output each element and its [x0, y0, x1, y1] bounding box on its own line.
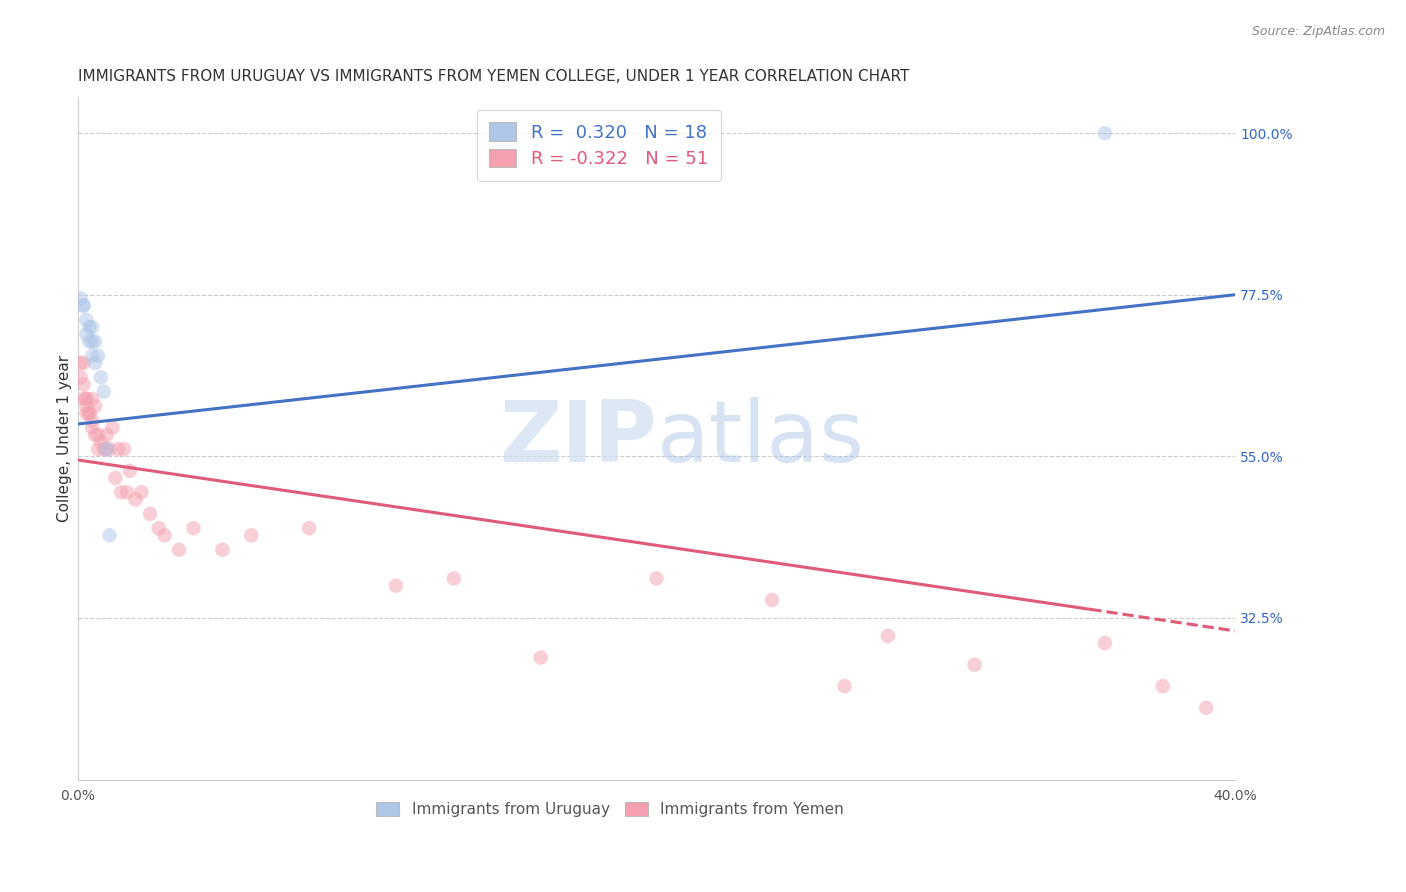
Point	[211, 542, 233, 557]
Point	[98, 442, 121, 457]
Point	[110, 485, 132, 500]
Point	[131, 485, 153, 500]
Point	[530, 650, 553, 665]
Point	[1094, 636, 1116, 650]
Point	[75, 313, 97, 327]
Point	[82, 334, 104, 349]
Point	[93, 442, 115, 457]
Point	[72, 356, 94, 370]
Point	[84, 427, 107, 442]
Legend: Immigrants from Uruguay, Immigrants from Yemen: Immigrants from Uruguay, Immigrants from…	[370, 796, 849, 823]
Point	[82, 420, 104, 434]
Text: ZIP: ZIP	[499, 397, 657, 480]
Point	[69, 356, 91, 370]
Point	[84, 356, 107, 370]
Point	[84, 334, 107, 349]
Point	[104, 471, 127, 485]
Point	[443, 572, 465, 586]
Point	[112, 442, 135, 457]
Point	[75, 399, 97, 413]
Point	[82, 413, 104, 427]
Point	[115, 485, 138, 500]
Point	[96, 442, 118, 457]
Point	[96, 442, 118, 457]
Point	[1094, 126, 1116, 140]
Point	[87, 442, 110, 457]
Point	[72, 298, 94, 312]
Point	[87, 349, 110, 363]
Point	[72, 392, 94, 406]
Point	[153, 528, 176, 542]
Text: IMMIGRANTS FROM URUGUAY VS IMMIGRANTS FROM YEMEN COLLEGE, UNDER 1 YEAR CORRELATI: IMMIGRANTS FROM URUGUAY VS IMMIGRANTS FR…	[77, 69, 910, 84]
Point	[1195, 700, 1218, 714]
Point	[118, 464, 141, 478]
Point	[79, 406, 101, 420]
Point	[148, 521, 170, 535]
Point	[79, 334, 101, 349]
Point	[79, 320, 101, 334]
Point	[183, 521, 205, 535]
Point	[834, 679, 856, 693]
Point	[84, 399, 107, 413]
Point	[96, 427, 118, 442]
Point	[82, 392, 104, 406]
Point	[72, 377, 94, 392]
Point	[69, 370, 91, 384]
Point	[167, 542, 190, 557]
Point	[645, 572, 668, 586]
Text: atlas: atlas	[657, 397, 865, 480]
Text: Source: ZipAtlas.com: Source: ZipAtlas.com	[1251, 25, 1385, 38]
Point	[98, 528, 121, 542]
Point	[107, 442, 129, 457]
Point	[72, 298, 94, 312]
Point	[761, 593, 783, 607]
Point	[75, 392, 97, 406]
Point	[90, 435, 112, 450]
Point	[876, 629, 898, 643]
Point	[240, 528, 263, 542]
Point	[69, 291, 91, 305]
Point	[79, 406, 101, 420]
Point	[82, 349, 104, 363]
Point	[963, 657, 986, 672]
Point	[93, 384, 115, 399]
Point	[75, 327, 97, 342]
Point	[101, 420, 124, 434]
Point	[124, 492, 146, 507]
Point	[1152, 679, 1174, 693]
Point	[87, 427, 110, 442]
Point	[139, 507, 162, 521]
Point	[75, 406, 97, 420]
Point	[75, 392, 97, 406]
Point	[82, 320, 104, 334]
Point	[385, 579, 408, 593]
Point	[298, 521, 321, 535]
Y-axis label: College, Under 1 year: College, Under 1 year	[58, 355, 72, 522]
Point	[90, 370, 112, 384]
